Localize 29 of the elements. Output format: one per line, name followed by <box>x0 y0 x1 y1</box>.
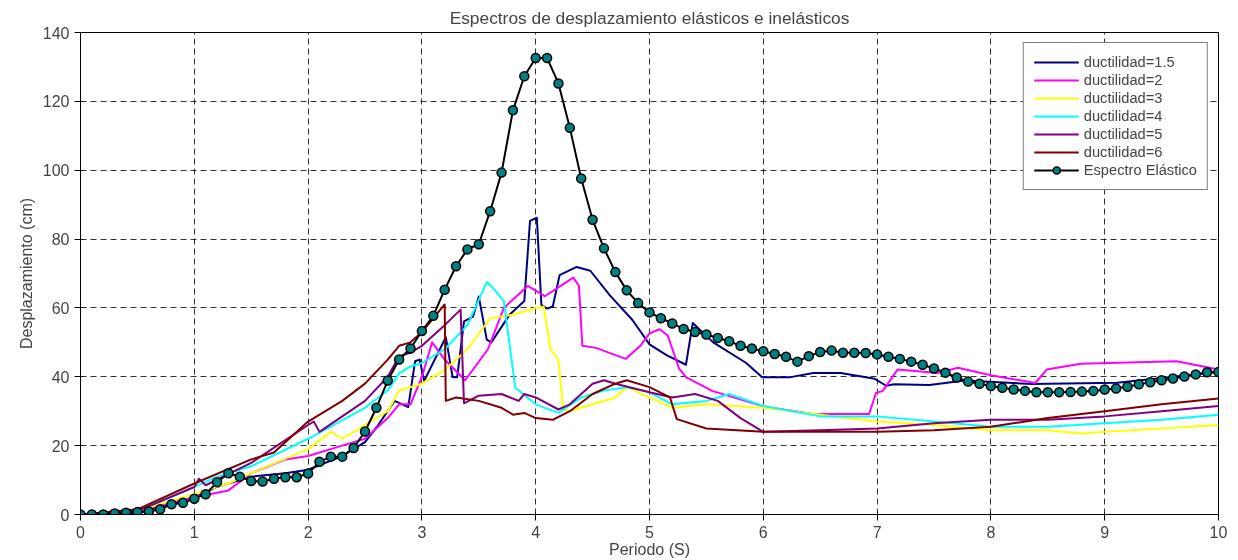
x-tick-label: 7 <box>872 523 882 541</box>
x-axis-title: Periodo (S) <box>609 540 690 558</box>
x-tick-label: 9 <box>1100 523 1110 541</box>
y-tick-label: 120 <box>42 93 70 111</box>
x-tick-label: 6 <box>758 523 768 541</box>
y-axis-title: Desplazamiento (cm) <box>17 197 35 350</box>
y-tick-label: 100 <box>42 162 70 180</box>
legend-label: Espectro Elástico <box>1083 161 1197 179</box>
y-tick-label: 140 <box>42 24 70 42</box>
chart-title: Espectros de desplazamiento elásticos e inelásticos <box>449 7 850 28</box>
legend-label: ductilidad=2 <box>1083 71 1163 89</box>
x-tick-label: 8 <box>986 523 996 541</box>
legend-label: ductilidad=3 <box>1083 89 1163 107</box>
x-tick-label: 5 <box>645 523 655 541</box>
y-tick-label: 40 <box>51 368 70 386</box>
legend-label: ductilidad=5 <box>1083 125 1163 143</box>
x-tick-label: 10 <box>1209 523 1228 541</box>
x-tick-label: 1 <box>189 523 199 541</box>
legend-label: ductilidad=1.5 <box>1083 53 1175 71</box>
legend-label: ductilidad=4 <box>1083 107 1163 125</box>
y-tick-label: 60 <box>51 299 70 317</box>
legend-label: ductilidad=6 <box>1083 143 1163 161</box>
x-tick-label: 2 <box>303 523 313 541</box>
x-tick-label: 0 <box>76 523 86 541</box>
y-tick-label: 80 <box>51 231 70 249</box>
y-tick-label: 20 <box>51 437 70 455</box>
x-tick-label: 4 <box>531 523 541 541</box>
x-tick-label: 3 <box>417 523 427 541</box>
y-tick-label: 0 <box>60 506 70 524</box>
